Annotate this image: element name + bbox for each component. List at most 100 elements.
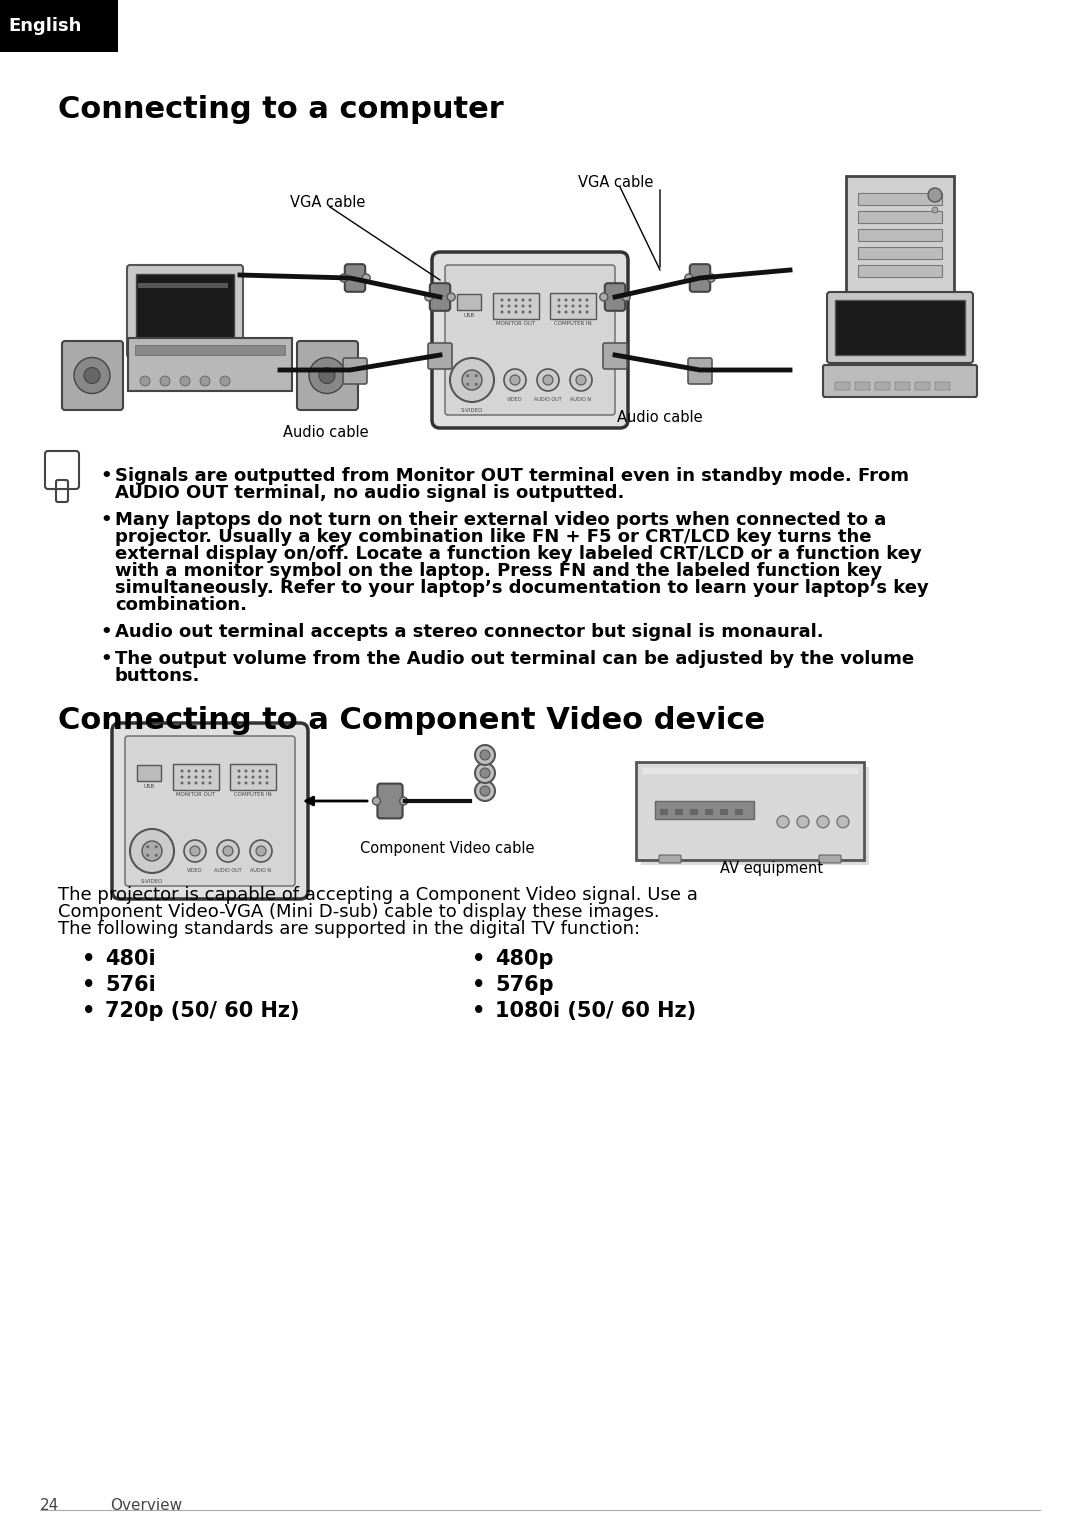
Circle shape xyxy=(480,751,490,760)
FancyBboxPatch shape xyxy=(846,176,954,333)
Text: 576i: 576i xyxy=(105,976,156,995)
Circle shape xyxy=(543,375,553,385)
Text: buttons.: buttons. xyxy=(114,667,201,685)
Text: AUDIO N: AUDIO N xyxy=(251,868,271,873)
Circle shape xyxy=(500,310,503,313)
Circle shape xyxy=(160,376,170,385)
FancyBboxPatch shape xyxy=(0,0,118,52)
FancyBboxPatch shape xyxy=(492,294,539,320)
FancyBboxPatch shape xyxy=(659,855,681,862)
FancyBboxPatch shape xyxy=(550,294,596,320)
Circle shape xyxy=(208,781,212,784)
Circle shape xyxy=(202,769,204,772)
Circle shape xyxy=(140,376,150,385)
Text: •: • xyxy=(100,466,111,485)
Circle shape xyxy=(475,781,495,801)
Text: Many laptops do not turn on their external video ports when connected to a: Many laptops do not turn on their extern… xyxy=(114,511,887,529)
Circle shape xyxy=(180,769,184,772)
FancyBboxPatch shape xyxy=(230,764,276,790)
FancyBboxPatch shape xyxy=(819,855,841,862)
Circle shape xyxy=(480,768,490,778)
Circle shape xyxy=(504,368,526,391)
Text: VGA cable: VGA cable xyxy=(291,196,365,209)
Circle shape xyxy=(585,304,589,307)
Circle shape xyxy=(84,367,100,384)
FancyBboxPatch shape xyxy=(129,338,292,391)
FancyBboxPatch shape xyxy=(823,365,977,398)
Circle shape xyxy=(467,375,469,378)
Text: •: • xyxy=(100,511,111,529)
Bar xyxy=(858,248,942,258)
Circle shape xyxy=(565,298,567,301)
Circle shape xyxy=(252,769,255,772)
Circle shape xyxy=(202,775,204,778)
Circle shape xyxy=(188,775,190,778)
Text: •: • xyxy=(82,1001,95,1021)
FancyBboxPatch shape xyxy=(112,723,308,899)
Circle shape xyxy=(238,775,241,778)
Text: 576p: 576p xyxy=(495,976,554,995)
FancyBboxPatch shape xyxy=(125,735,295,885)
Circle shape xyxy=(475,763,495,783)
FancyBboxPatch shape xyxy=(62,341,123,410)
Bar xyxy=(835,382,850,390)
Text: Audio cable: Audio cable xyxy=(617,410,703,425)
Circle shape xyxy=(528,310,531,313)
Circle shape xyxy=(557,310,561,313)
Text: combination.: combination. xyxy=(114,596,247,615)
Text: Component Video cable: Component Video cable xyxy=(360,841,535,856)
FancyBboxPatch shape xyxy=(430,283,450,310)
Bar xyxy=(177,352,193,373)
Circle shape xyxy=(570,368,592,391)
Text: USB: USB xyxy=(463,313,474,318)
Circle shape xyxy=(252,781,255,784)
Text: 24: 24 xyxy=(40,1498,59,1514)
Circle shape xyxy=(508,298,511,301)
FancyBboxPatch shape xyxy=(345,265,365,292)
Circle shape xyxy=(557,298,561,301)
Circle shape xyxy=(932,206,939,213)
Circle shape xyxy=(194,769,198,772)
Text: Connecting to a computer: Connecting to a computer xyxy=(58,95,503,124)
FancyBboxPatch shape xyxy=(173,764,219,790)
Text: with a monitor symbol on the laptop. Press FN and the labeled function key: with a monitor symbol on the laptop. Pre… xyxy=(114,563,882,579)
Bar xyxy=(705,809,713,815)
Circle shape xyxy=(576,375,586,385)
Circle shape xyxy=(258,775,261,778)
Circle shape xyxy=(522,310,525,313)
Bar xyxy=(136,274,234,349)
Circle shape xyxy=(707,274,715,281)
Circle shape xyxy=(537,368,559,391)
Text: Overview: Overview xyxy=(110,1498,183,1514)
Text: English: English xyxy=(8,17,81,35)
FancyBboxPatch shape xyxy=(690,265,711,292)
Circle shape xyxy=(244,769,247,772)
FancyBboxPatch shape xyxy=(137,764,161,781)
Circle shape xyxy=(400,797,407,804)
Circle shape xyxy=(188,781,190,784)
Bar xyxy=(654,801,754,820)
Circle shape xyxy=(514,310,517,313)
Bar xyxy=(858,211,942,223)
Text: •: • xyxy=(472,950,485,969)
Circle shape xyxy=(194,775,198,778)
Circle shape xyxy=(194,781,198,784)
Circle shape xyxy=(571,310,575,313)
Circle shape xyxy=(565,310,567,313)
Text: simultaneously. Refer to your laptop’s documentation to learn your laptop’s key: simultaneously. Refer to your laptop’s d… xyxy=(114,579,929,596)
Circle shape xyxy=(837,816,849,827)
Text: 480p: 480p xyxy=(495,950,554,969)
Text: The following standards are supported in the digital TV function:: The following standards are supported in… xyxy=(58,920,640,937)
Circle shape xyxy=(208,769,212,772)
FancyBboxPatch shape xyxy=(642,768,858,774)
Circle shape xyxy=(450,358,494,402)
FancyBboxPatch shape xyxy=(428,342,453,368)
Circle shape xyxy=(475,382,477,385)
Bar xyxy=(855,382,870,390)
Circle shape xyxy=(222,846,233,856)
Circle shape xyxy=(685,274,692,281)
Circle shape xyxy=(184,839,206,862)
Bar xyxy=(675,809,683,815)
Circle shape xyxy=(200,376,210,385)
Circle shape xyxy=(130,829,174,873)
